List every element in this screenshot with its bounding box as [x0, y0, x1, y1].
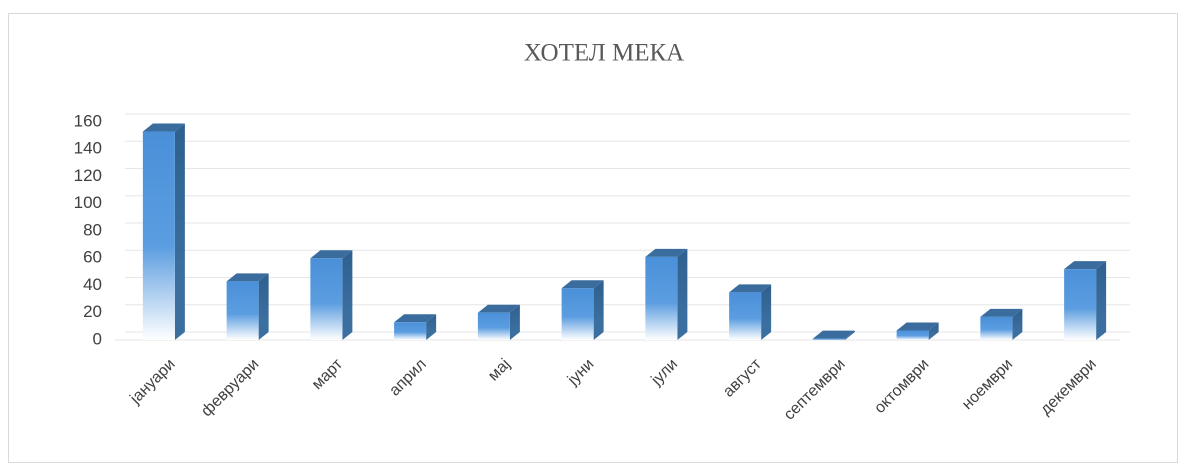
- bar-top: [980, 308, 1023, 317]
- bar: [310, 258, 343, 340]
- bar-side: [426, 314, 437, 340]
- bar: [896, 330, 929, 340]
- bar-side: [761, 284, 772, 340]
- y-tick-label: 60: [83, 248, 102, 267]
- y-tick-label: 100: [74, 193, 102, 212]
- bar: [645, 256, 678, 340]
- bar-side: [1012, 308, 1023, 340]
- y-tick-label: 40: [83, 275, 102, 294]
- bar-side: [844, 330, 855, 340]
- bar: [142, 131, 175, 340]
- bar-top: [394, 314, 437, 323]
- y-tick-label: 20: [83, 302, 102, 321]
- bar-top: [142, 123, 185, 132]
- bar-side: [1096, 261, 1107, 340]
- chart-frame: [8, 13, 1178, 463]
- bar-side: [174, 123, 185, 340]
- bar-top: [896, 322, 939, 331]
- y-tick-label: 80: [83, 220, 102, 239]
- bar: [1064, 269, 1097, 340]
- chart-title: ХОТЕЛ МЕКА: [524, 40, 685, 67]
- bar-side: [928, 322, 939, 340]
- bar-side: [258, 273, 269, 340]
- bar-side: [677, 248, 688, 340]
- bar-top: [477, 304, 520, 313]
- bar: [394, 322, 427, 340]
- bar-top: [729, 284, 772, 293]
- bar: [477, 312, 510, 340]
- bar: [561, 288, 594, 340]
- bar-top: [645, 248, 688, 257]
- y-tick-label: 140: [74, 139, 102, 158]
- bar: [812, 338, 845, 340]
- bar: [226, 281, 259, 340]
- bar: [980, 316, 1013, 340]
- bar-top: [561, 280, 604, 289]
- bar: [729, 292, 762, 340]
- y-tick-label: 120: [74, 166, 102, 185]
- bar-top: [812, 330, 855, 339]
- bar-side: [509, 304, 520, 340]
- bar-top: [1064, 261, 1107, 270]
- bar-side: [593, 280, 604, 340]
- bar-top: [226, 273, 269, 282]
- bar-side: [342, 250, 353, 340]
- bar-top: [310, 250, 353, 259]
- y-tick-label: 160: [74, 111, 102, 130]
- y-tick-label: 0: [93, 329, 102, 348]
